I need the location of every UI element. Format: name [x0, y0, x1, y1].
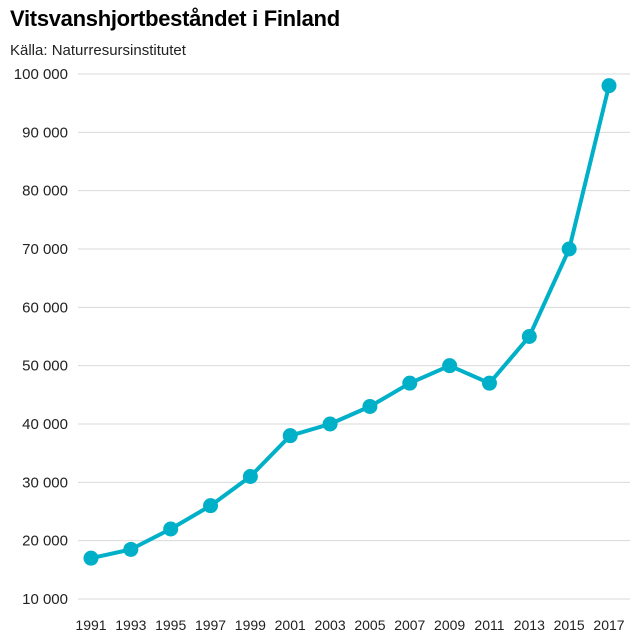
y-tick-label: 70 000	[22, 241, 68, 258]
x-tick-label: 2001	[275, 617, 306, 633]
data-point	[481, 375, 497, 391]
x-tick-label: 2011	[474, 617, 504, 633]
y-axis-ticks: 10 000 20 000 30 000 40 000 50 000 60 000 70 0…	[14, 66, 68, 608]
series-line	[89, 83, 611, 561]
y-tick-label: 30 000	[22, 474, 68, 491]
gridlines	[78, 73, 630, 600]
chart-title: Vitsvanshjortbeståndet i Finland	[10, 6, 340, 31]
chart-subtitle: Källa: Naturresursinstitutet	[10, 42, 186, 59]
y-tick-label: 50 000	[22, 358, 68, 375]
x-tick-label: 2009	[434, 617, 465, 633]
series-points	[83, 78, 617, 566]
y-tick-label: 100 000	[14, 66, 68, 83]
x-axis-ticks: 1991 1993 1995 1997 1999 2001 2003 2005 2007 2009…	[75, 617, 624, 633]
x-tick-label: 1993	[115, 617, 146, 633]
data-point	[322, 416, 338, 432]
data-point	[521, 329, 537, 344]
y-tick-label: 20 000	[22, 533, 68, 550]
y-tick-label: 40 000	[22, 416, 68, 433]
data-point	[442, 358, 458, 374]
y-tick-label: 60 000	[22, 299, 68, 316]
data-point	[282, 428, 298, 444]
x-tick-label: 1999	[235, 617, 266, 633]
x-tick-label: 2013	[514, 617, 545, 633]
y-tick-label: 80 000	[22, 183, 68, 200]
data-point	[561, 241, 577, 257]
data-point	[402, 375, 418, 391]
data-point	[601, 78, 617, 94]
x-tick-label: 1991	[75, 617, 106, 633]
data-point	[123, 541, 139, 557]
y-tick-label: 10 000	[22, 591, 68, 608]
data-point	[203, 498, 219, 514]
x-tick-label: 2003	[314, 617, 345, 633]
y-tick-label: 90 000	[22, 124, 68, 141]
x-tick-label: 2017	[593, 617, 624, 633]
series-lines	[89, 83, 611, 561]
x-tick-label: 2015	[554, 617, 585, 633]
data-point	[83, 550, 99, 566]
x-tick-label: 1997	[195, 617, 226, 633]
x-tick-label: 1995	[155, 617, 186, 633]
data-point	[362, 399, 378, 414]
data-point	[242, 469, 258, 484]
data-point	[163, 521, 179, 537]
x-tick-label: 2007	[394, 617, 425, 633]
x-tick-label: 2005	[354, 617, 385, 633]
